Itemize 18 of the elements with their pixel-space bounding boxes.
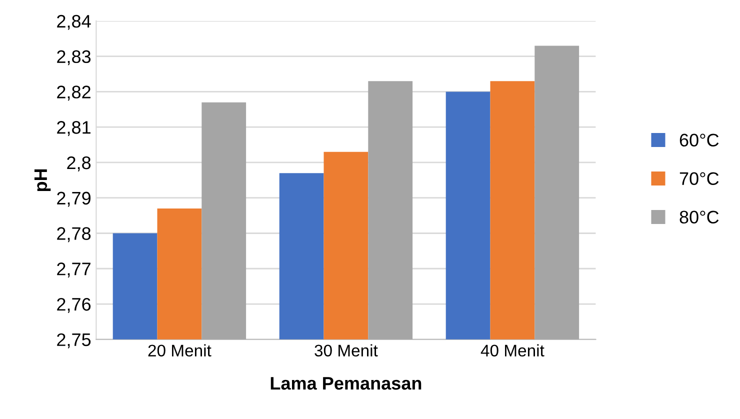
- y-tick-label: 2,78: [57, 227, 91, 242]
- y-tick-label: 2,83: [57, 50, 91, 66]
- legend-label: 70°C: [680, 172, 719, 186]
- y-tick-label: 2,82: [57, 86, 90, 101]
- y-tick-label: 2,76: [57, 298, 91, 313]
- y-tick-label: 2,84: [57, 14, 91, 30]
- y-tick-label: 2,79: [57, 192, 90, 207]
- legend-label: 80°C: [680, 210, 719, 224]
- y-tick-label: 2,8: [67, 156, 91, 172]
- x-tick-label: 40 Menit: [480, 344, 544, 356]
- y-tick-label: 2,75: [57, 333, 91, 348]
- y-axis-title: pH: [34, 169, 51, 192]
- legend-label: 60°C: [680, 134, 719, 147]
- x-axis-title: Lama Pemanasan: [270, 377, 422, 390]
- x-tick-label: 30 Menit: [314, 344, 378, 356]
- y-tick-label: 2,81: [57, 121, 90, 136]
- x-tick-label: 20 Menit: [148, 344, 212, 356]
- y-tick-label: 2,77: [57, 262, 90, 278]
